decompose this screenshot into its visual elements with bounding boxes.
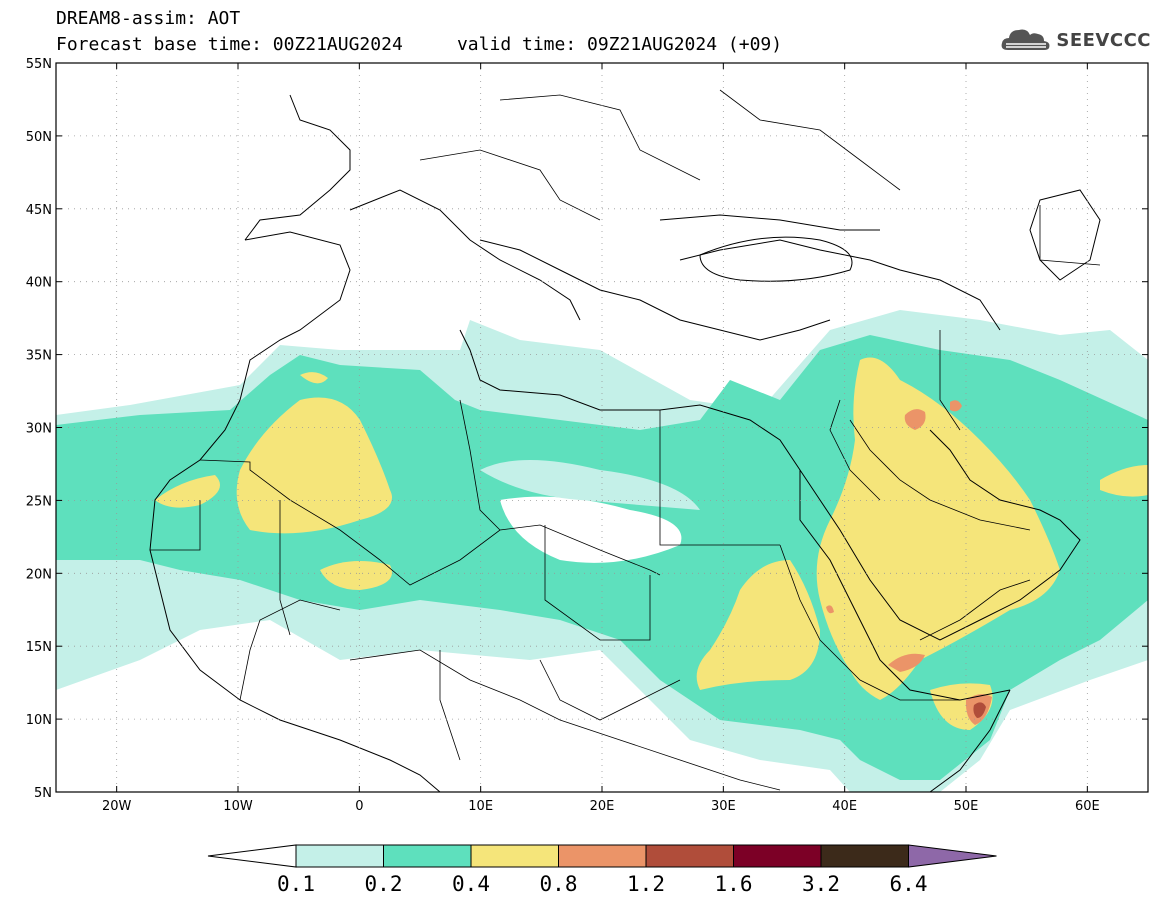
lat-tick-label: 55N — [26, 57, 52, 72]
lat-tick-label: 40N — [26, 276, 52, 291]
lon-tick-label: 30E — [711, 799, 736, 814]
country-borders — [150, 89, 1101, 791]
lat-tick-label: 35N — [26, 349, 52, 364]
aot-band-1.2 — [973, 702, 986, 718]
latitude-axis: 55N 50N 45N 40N 35N 30N 25N 20N 15N 10N 5N — [26, 57, 1148, 801]
colorbar-label: 1.2 — [627, 872, 665, 896]
lon-tick-label: 60E — [1075, 799, 1100, 814]
aot-band-0.4-west-sahara — [236, 397, 392, 534]
lat-tick-label: 30N — [26, 422, 52, 437]
lat-tick-label: 15N — [26, 640, 52, 655]
aot-band-0.4-sudan — [696, 560, 820, 690]
lon-tick-label: 40E — [832, 799, 857, 814]
lon-tick-label: 10E — [468, 799, 493, 814]
logo-text: SEEVCCC — [1056, 29, 1151, 51]
lat-tick-label: 20N — [26, 567, 52, 582]
colorbar-swatch — [470, 844, 559, 868]
lon-tick-label: 0 — [355, 799, 363, 814]
lon-tick-label: 20E — [590, 799, 615, 814]
lon-tick-label: 10W — [223, 799, 253, 814]
colorbar-label: 0.8 — [540, 872, 578, 896]
colorbar-swatch — [733, 844, 822, 868]
lat-tick-label: 45N — [26, 203, 52, 218]
colorbar-swatch — [295, 844, 384, 868]
colorbar-low-extend — [207, 844, 297, 868]
colorbar-swatch — [645, 844, 734, 868]
forecast-time-subtitle: Forecast base time: 00Z21AUG2024 valid t… — [56, 34, 783, 55]
cloud-logo-icon — [1001, 29, 1050, 50]
colorbar-swatch — [820, 844, 909, 868]
lat-tick-label: 25N — [26, 494, 52, 509]
aot-field — [56, 310, 1148, 792]
map-title: DREAM8-assim: AOT — [56, 8, 241, 29]
lon-tick-label: 20W — [102, 799, 132, 814]
colorbar-label: 0.4 — [452, 872, 490, 896]
map-gridlines — [56, 63, 1148, 792]
colorbar-label: 0.1 — [277, 872, 315, 896]
aot-colorbar: 0.1 0.2 0.4 0.8 1.2 1.6 3.2 6.4 — [207, 844, 997, 896]
longitude-axis: 20W 10W 0 10E 20E 30E 40E 50E 60E — [102, 63, 1100, 814]
colorbar-label: 3.2 — [802, 872, 840, 896]
aot-band-0.8 — [904, 409, 926, 430]
colorbar-label: 1.6 — [715, 872, 753, 896]
aot-band-0.4-arabia — [816, 357, 1060, 700]
colorbar-swatch — [558, 844, 647, 868]
colorbar-high-extend — [908, 844, 997, 868]
coastlines — [149, 94, 1101, 792]
lon-tick-label: 50E — [954, 799, 979, 814]
colorbar-label: 6.4 — [890, 872, 928, 896]
lat-tick-label: 10N — [26, 713, 52, 728]
lat-tick-label: 5N — [34, 786, 52, 801]
seevccc-logo: SEEVCCC — [1000, 26, 1151, 54]
colorbar-swatch — [383, 844, 472, 868]
lat-tick-label: 50N — [26, 130, 52, 145]
colorbar-label: 0.2 — [365, 872, 403, 896]
